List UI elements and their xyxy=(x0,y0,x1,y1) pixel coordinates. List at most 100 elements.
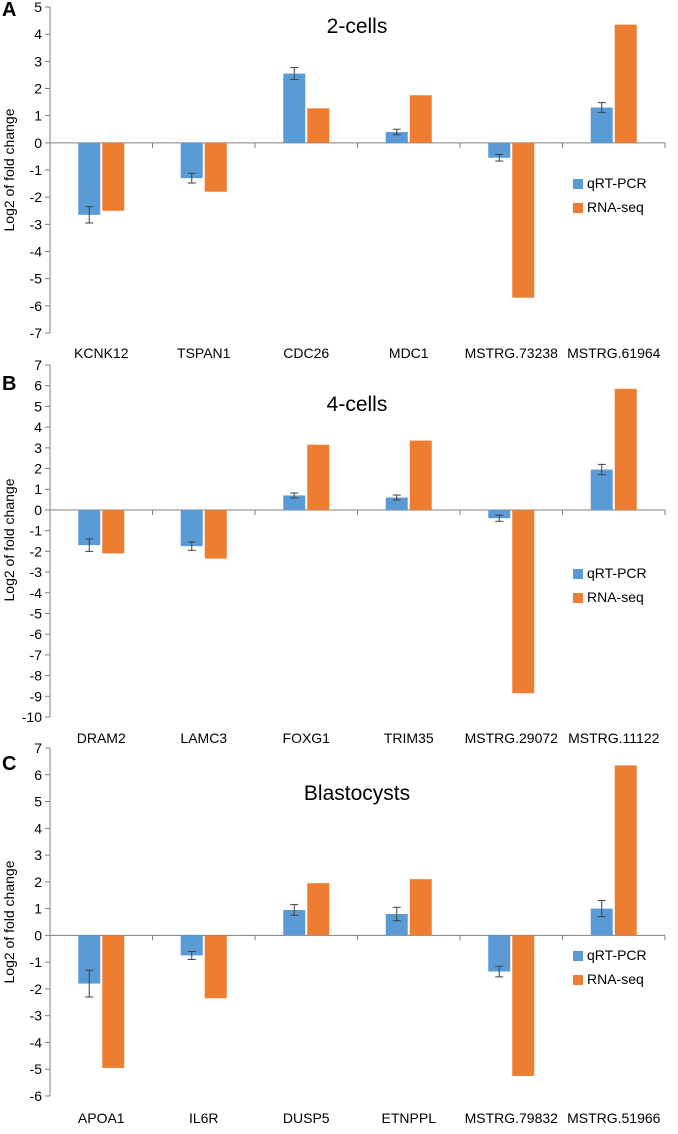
panel-b-y-tick-label: -7 xyxy=(30,647,43,663)
panel-b-y-tick-label: -4 xyxy=(30,585,43,601)
panel-b-category-label: MSTRG.29072 xyxy=(465,730,559,746)
panel-a-bar-qrt-pcr xyxy=(283,73,306,143)
panel-b-category-label: TRIM35 xyxy=(384,730,434,746)
panel-c-category-label: ETNPPL xyxy=(382,1110,437,1126)
panel-c-y-tick-label: 1 xyxy=(34,901,42,917)
panel-b-bar-rna-seq xyxy=(204,509,227,559)
panel-c-bar-rna-seq xyxy=(409,879,432,936)
panel-b-legend-swatch xyxy=(573,569,583,579)
panel-c-bar-rna-seq xyxy=(614,765,637,936)
panel-b-category-label: FOXG1 xyxy=(283,730,331,746)
panel-c-y-tick-label: 0 xyxy=(34,927,42,943)
panel-a-label: A xyxy=(2,0,16,21)
panel-c-bar-rna-seq xyxy=(102,935,125,1068)
panel-c-y-tick-label: -4 xyxy=(30,1034,43,1050)
panel-a-bar-qrt-pcr xyxy=(180,142,203,179)
panel-c-legend-swatch xyxy=(573,975,583,985)
panel-b-y-tick-label: -5 xyxy=(30,605,43,621)
panel-a-bar-rna-seq xyxy=(307,108,330,143)
panel-c-title: Blastocysts xyxy=(304,782,410,805)
panel-c-bar-qrt-pcr xyxy=(590,908,613,936)
panel-a-category-label: MSTRG.61964 xyxy=(567,345,661,361)
panel-a-category-label: TSPAN1 xyxy=(177,345,231,361)
panel-a-bar-rna-seq xyxy=(512,142,535,298)
panel-a-category-label: CDC26 xyxy=(283,345,329,361)
panel-a-title: 2-cells xyxy=(327,15,388,38)
panel-b-bar-qrt-pcr xyxy=(180,509,203,547)
panel-b-y-tick-label: 3 xyxy=(34,440,42,456)
panel-c-legend-swatch xyxy=(573,951,583,961)
panel-c-bar-qrt-pcr xyxy=(488,935,511,972)
panel-a-bar-rna-seq xyxy=(614,24,637,143)
panel-a-y-tick-label: 3 xyxy=(34,53,42,69)
panel-b-bar-qrt-pcr xyxy=(78,509,101,546)
panel-b-y-tick-label: -3 xyxy=(30,564,43,580)
panel-a-y-tick-label: -1 xyxy=(30,162,43,178)
panel-b-legend-swatch xyxy=(573,593,583,603)
panel-a-bar-qrt-pcr xyxy=(590,107,613,143)
panel-c-category-label: APOA1 xyxy=(78,1110,125,1126)
panel-c-category-label: MSTRG.51966 xyxy=(567,1110,661,1126)
panel-c-category-label: DUSP5 xyxy=(283,1110,330,1126)
panel-c-legend-label: qRT-PCR xyxy=(587,947,647,963)
panel-b-y-tick-label: -10 xyxy=(22,709,42,725)
panel-b-bar-rna-seq xyxy=(614,388,637,510)
panel-c-y-tick-label: 3 xyxy=(34,847,42,863)
panel-b-bar-rna-seq xyxy=(307,444,330,510)
panel-a-legend-swatch xyxy=(573,203,583,213)
panel-a-y-tick-label: -2 xyxy=(30,189,43,205)
panel-a-y-tick-label: 0 xyxy=(34,135,42,151)
panel-b-y-tick-label: -9 xyxy=(30,688,43,704)
panel-b-category-label: LAMC3 xyxy=(180,730,227,746)
panel-c-bar-qrt-pcr xyxy=(283,909,306,936)
panel-b-legend-label: RNA-seq xyxy=(587,589,644,605)
panel-a-y-tick-label: -5 xyxy=(30,271,43,287)
panel-b-y-tick-label: 7 xyxy=(34,357,42,373)
panel-b-bar-rna-seq xyxy=(102,509,125,554)
panel-c-y-tick-label: -1 xyxy=(30,954,43,970)
panel-b-y-tick-label: -1 xyxy=(30,523,43,539)
panel-a-y-tick-label: -6 xyxy=(30,298,43,314)
panel-a-y-tick-label: -3 xyxy=(30,216,43,232)
panel-a-y-tick-label: 4 xyxy=(34,26,42,42)
panel-b-category-label: DRAM2 xyxy=(77,730,126,746)
panel-a-category-label: MSTRG.73238 xyxy=(465,345,559,361)
panel-b-y-tick-label: -6 xyxy=(30,626,43,642)
panel-c-category-label: MSTRG.79832 xyxy=(465,1110,559,1126)
panel-c-y-tick-label: -6 xyxy=(30,1088,43,1104)
panel-c-y-tick-label: -3 xyxy=(30,1008,43,1024)
panel-c-y-tick-label: 4 xyxy=(34,820,42,836)
panel-b-y-tick-label: 0 xyxy=(34,502,42,518)
panel-a-bar-qrt-pcr xyxy=(488,142,511,158)
panel-c-y-tick-label: 6 xyxy=(34,767,42,783)
panel-a-y-axis-label: Log2 of fold change xyxy=(1,108,17,231)
panel-a-bar-rna-seq xyxy=(409,95,432,143)
panel-b-y-tick-label: -8 xyxy=(30,668,43,684)
panel-b-category-label: MSTRG.11122 xyxy=(568,730,660,746)
panel-a-bar-rna-seq xyxy=(102,142,125,211)
panel-b-bar-qrt-pcr xyxy=(488,509,511,519)
panel-b-bar-rna-seq xyxy=(512,509,535,694)
panel-c-y-tick-label: 5 xyxy=(34,794,42,810)
panel-c-y-tick-label: -5 xyxy=(30,1061,43,1077)
panel-c-category-label: IL6R xyxy=(189,1110,219,1126)
panel-c-y-tick-label: -2 xyxy=(30,981,43,997)
panel-b-label: B xyxy=(2,373,16,395)
panel-a-bar-rna-seq xyxy=(204,142,227,192)
panel-c-bar-rna-seq xyxy=(204,935,227,999)
panel-c-bar-qrt-pcr xyxy=(180,935,203,956)
panel-b-bar-qrt-pcr xyxy=(590,469,613,510)
panel-b-y-axis-label: Log2 of fold change xyxy=(1,478,17,601)
panel-c-bar-rna-seq xyxy=(307,883,330,936)
panel-c-label: C xyxy=(2,753,16,775)
panel-c-bar-rna-seq xyxy=(512,935,535,1076)
panel-a-bar-qrt-pcr xyxy=(385,131,408,143)
panel-b-title: 4-cells xyxy=(327,393,388,416)
panel-a-legend-label: qRT-PCR xyxy=(587,175,647,191)
panel-a-y-tick-label: 1 xyxy=(34,108,42,124)
panel-c-bar-qrt-pcr xyxy=(385,913,408,936)
panel-b-bar-qrt-pcr xyxy=(385,497,408,510)
panel-b-y-tick-label: 2 xyxy=(34,461,42,477)
panel-a-y-tick-label: -4 xyxy=(30,244,43,260)
